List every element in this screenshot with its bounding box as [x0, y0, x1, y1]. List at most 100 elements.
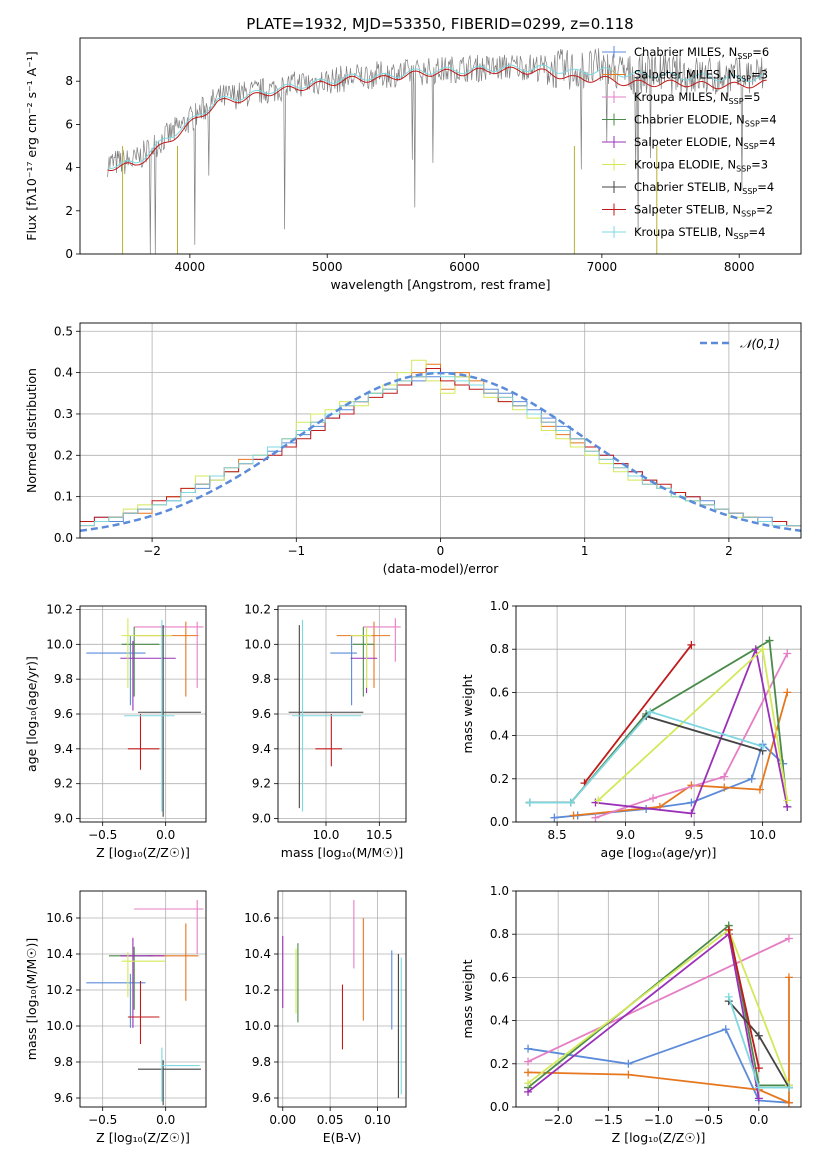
y-tick-label: 6	[65, 117, 73, 131]
x-tick-label: −1	[287, 544, 305, 558]
x-tick-label: 8000	[724, 260, 755, 274]
axes-frame	[79, 890, 207, 1108]
legend-label: 𝒩(0,1)	[740, 337, 780, 351]
y-tick-label: 10.0	[46, 1019, 73, 1033]
legend-subscript: SSP	[729, 97, 744, 106]
marker-point	[765, 636, 774, 645]
y-tick-label: 10.2	[46, 602, 73, 616]
y-tick-label: 9.6	[252, 707, 271, 721]
plot-area	[288, 618, 401, 812]
x-tick-label: 1	[581, 544, 589, 558]
marker-point	[724, 992, 733, 1001]
y-tick-label: 10.2	[244, 983, 271, 997]
marker-point	[720, 772, 729, 781]
y-tick-label: 0.4	[490, 1014, 509, 1028]
marker-point	[524, 1087, 533, 1096]
x-tick-label: 0	[437, 544, 445, 558]
marker-point	[754, 1083, 763, 1092]
legend-count: =3	[751, 158, 768, 172]
errorbar-kroupa-miles	[363, 618, 401, 662]
x-tick-label: 10.5	[366, 828, 393, 842]
chart-residuals: −2 −1 0 1 2 0.0 0.1 0.2 0.3 0.4 0.5 (data-model)/er…	[24, 322, 802, 576]
errorbar-chabrier-miles	[86, 973, 146, 1028]
marker-point	[783, 688, 792, 697]
axes-frame	[79, 37, 802, 255]
axes-frame	[79, 322, 802, 539]
marker-point	[784, 973, 793, 982]
legend-count: =5	[744, 90, 761, 104]
marker-point	[687, 640, 696, 649]
y-tick-label: 0.8	[490, 927, 509, 941]
x-axis-label: E(B-V)	[323, 1130, 362, 1145]
line-kroupa-miles	[527, 937, 790, 1063]
marker-point	[784, 1083, 793, 1092]
errorbar-salpeter-stelib	[127, 714, 160, 770]
y-tick-label: 0.2	[490, 772, 509, 786]
marker-point	[721, 1025, 730, 1034]
x-tick-label: 0.05	[317, 1113, 344, 1127]
chart-age-vs-mass: 10.0 10.5 9.0 9.2 9.4 9.6 9.8 10.0 10.2 mass [log…	[244, 602, 407, 860]
errorbar-chabrier-elodie	[352, 626, 374, 697]
plot-area	[282, 900, 402, 1098]
x-axis-label: (data-model)/error	[383, 561, 500, 576]
legend-subscript: SSP	[736, 75, 751, 84]
y-axis-label: Normed distribution	[24, 368, 39, 493]
marker-point	[525, 798, 534, 807]
legend: Chabrier MILES, NSSP=6 Salpeter MILES, NS…	[602, 45, 777, 241]
marker-point	[569, 811, 578, 820]
legend-subscript: SSP	[734, 232, 749, 241]
y-axis-label: age [log₁₀(age/yr)]	[24, 656, 39, 772]
x-tick-label: −2.0	[544, 1113, 573, 1127]
series-salpeter-stelib	[107, 66, 767, 171]
y-tick-label: 10.2	[244, 602, 271, 616]
x-tick-label: −2	[143, 544, 161, 558]
x-tick-label: −0.5	[694, 1113, 723, 1127]
legend-label: Kroupa MILES, NSSP=5	[634, 90, 760, 106]
legend: 𝒩(0,1)	[700, 337, 780, 351]
x-tick-label: −0.5	[88, 1113, 117, 1127]
legend-label: Chabrier ELODIE, NSSP=4	[634, 113, 777, 129]
x-axis-label: Z [log₁₀(Z/Z☉)]	[96, 845, 190, 860]
x-tick-label: 0.0	[156, 828, 175, 842]
y-tick-label: 0.6	[490, 685, 509, 699]
x-tick-label: 9.5	[685, 828, 704, 842]
legend-label: Salpeter MILES, NSSP=3	[634, 68, 768, 84]
y-tick-label: 0.0	[490, 1100, 509, 1114]
legend-subscript: SSP	[745, 120, 760, 129]
chart-spectrum: 4000 5000 6000 7000 8000 0 2 4 6 8 wavelength [Ang…	[24, 37, 802, 292]
marker-point	[591, 813, 600, 822]
x-tick-label: 7000	[587, 260, 618, 274]
line-salpeter-stelib	[727, 929, 760, 1069]
errorbar-kroupa-stelib	[291, 619, 362, 812]
axes-frame	[515, 890, 802, 1108]
y-tick-label: 0.3	[54, 407, 73, 421]
marker-point	[724, 925, 733, 934]
errorbar-salpeter-stelib	[315, 714, 342, 767]
chart-mass-vs-EBV: 0.00 0.05 0.10 9.6 9.8 10.0 10.2 10.4 10.6 E(B-V)	[244, 890, 407, 1145]
marker-point	[755, 785, 764, 794]
legend-count: =2	[756, 203, 773, 217]
errorbar-salpeter-elodie	[120, 640, 176, 711]
marker-point	[720, 783, 729, 792]
plot-area	[524, 921, 793, 1107]
normal-reference-curve	[80, 371, 801, 533]
errorbar-kroupa-stelib	[161, 1047, 200, 1102]
marker-point	[624, 1059, 633, 1068]
y-tick-label: 10.2	[46, 983, 73, 997]
y-tick-label: 9.0	[54, 812, 73, 826]
y-tick-label: 0.1	[54, 490, 73, 504]
errorbar-kroupa-miles	[134, 900, 204, 954]
chart-weight-vs-Z: −2.0 −1.5 −1.0 −0.5 0.0 0.0 0.2 0.4 0.6 0.8 1.0 Z […	[460, 884, 802, 1145]
marker-point	[751, 645, 760, 654]
line-chabrier-stelib	[529, 715, 763, 804]
y-tick-label: 0.0	[54, 531, 73, 545]
x-tick-label: 0.10	[364, 1113, 391, 1127]
legend-subscript: SSP	[737, 52, 752, 61]
marker-point	[687, 798, 696, 807]
legend-count: =4	[757, 180, 774, 194]
y-tick-label: 0.0	[490, 815, 509, 829]
axes-frame	[277, 890, 407, 1108]
x-axis-label: age [log₁₀(age/yr)]	[601, 845, 717, 860]
plot-area	[86, 618, 204, 817]
y-axis-label: mass weight	[460, 674, 475, 753]
